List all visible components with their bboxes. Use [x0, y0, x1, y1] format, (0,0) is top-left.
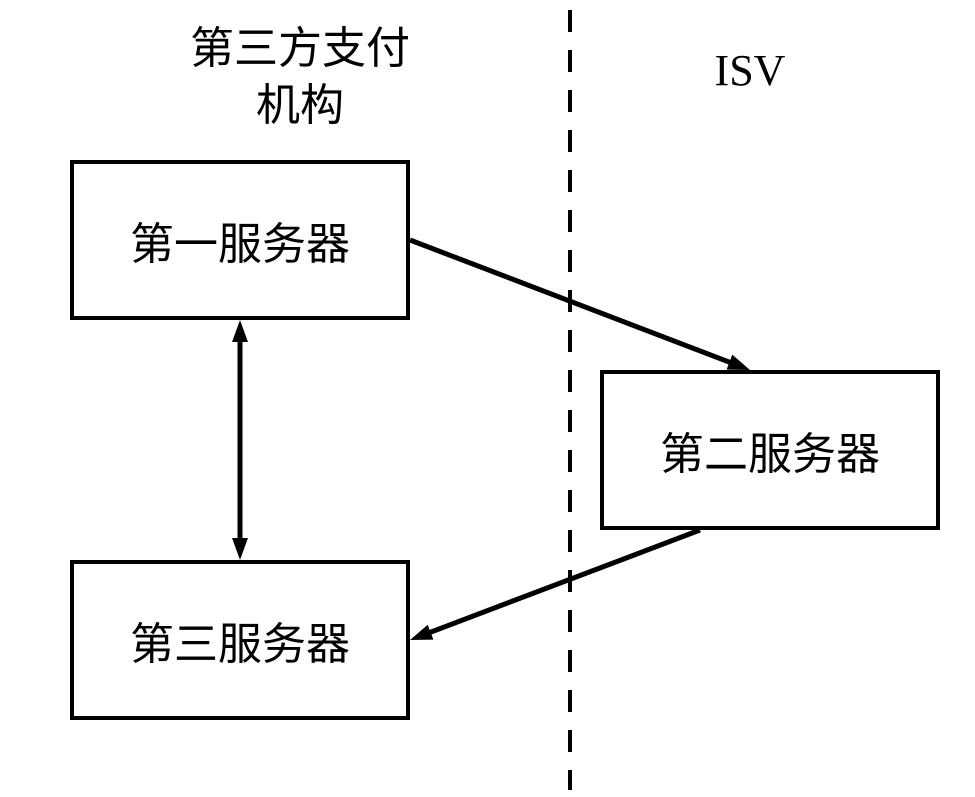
- right-region-label: ISV: [650, 42, 850, 102]
- left-region-label: 第三方支付 机构: [150, 20, 450, 140]
- node-server-3: 第三服务器: [70, 560, 410, 720]
- node-server-2: 第二服务器: [600, 370, 940, 530]
- node-server-3-label: 第三服务器: [130, 608, 350, 672]
- node-server-1-label: 第一服务器: [130, 208, 350, 272]
- node-server-1: 第一服务器: [70, 160, 410, 320]
- node-server-2-label: 第二服务器: [660, 418, 880, 482]
